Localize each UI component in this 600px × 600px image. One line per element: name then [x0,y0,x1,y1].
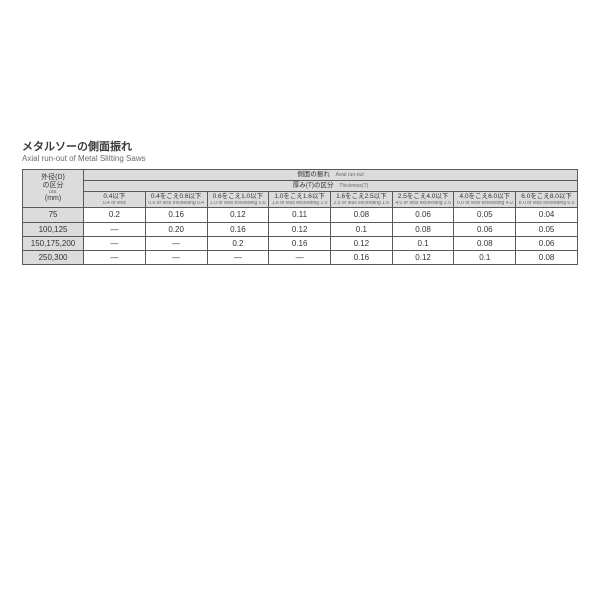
value-cell: 0.08 [516,250,578,264]
value-cell: 0.11 [269,208,331,222]
thickness-col: 1.6をこえ2.5以下2.5 or less exceeding 1.6 [330,191,392,208]
value-cell: — [145,236,207,250]
value-cell: 0.12 [330,236,392,250]
row-header-jp2: の区分 [43,182,64,189]
value-cell: 0.06 [392,208,454,222]
value-cell: 0.08 [330,208,392,222]
value-cell: — [84,250,146,264]
top-header-en: Axial run-out [336,172,364,178]
value-cell: — [269,250,331,264]
table-row: 250,300 — — — — 0.16 0.12 0.1 0.08 [23,250,578,264]
value-cell: 0.12 [207,208,269,222]
value-cell: — [84,236,146,250]
value-cell: 0.16 [207,222,269,236]
dia-cell: 100,125 [23,222,84,236]
table-body: 75 0.2 0.16 0.12 0.11 0.08 0.06 0.05 0.0… [23,208,578,265]
table-row: 150,175,200 — — 0.2 0.16 0.12 0.1 0.08 0… [23,236,578,250]
title-jp: メタルソーの側面振れ [22,140,578,154]
value-cell: 0.08 [454,236,516,250]
top-header-jp: 側面の振れ [297,171,330,178]
value-cell: 0.20 [145,222,207,236]
thickness-col: 2.5をこえ4.0以下4.0 or less exceeding 2.5 [392,191,454,208]
value-cell: 0.05 [454,208,516,222]
top-header: 側面の振れ Axial run-out [84,169,578,180]
row-header-unit: (mm) [45,195,61,202]
sub-header: 厚み(T)の区分 Thickness(T) [84,180,578,191]
row-header: 外径(D) の区分 Dia. (mm) [23,169,84,208]
thickness-header-row: 0.4以下0.4 or less 0.4をこえ0.6以下0.6 or less … [23,191,578,208]
value-cell: 0.1 [330,222,392,236]
value-cell: 0.06 [454,222,516,236]
value-cell: 0.16 [269,236,331,250]
value-cell: 0.1 [392,236,454,250]
runout-table: 外径(D) の区分 Dia. (mm) 側面の振れ Axial run-out … [22,169,578,265]
value-cell: 0.2 [84,208,146,222]
thickness-col: 1.0をこえ1.6以下1.6 or less exceeding 1.0 [269,191,331,208]
table-row: 75 0.2 0.16 0.12 0.11 0.08 0.06 0.05 0.0… [23,208,578,222]
sub-header-jp: 厚み(T)の区分 [293,182,334,189]
value-cell: 0.1 [454,250,516,264]
value-cell: 0.08 [392,222,454,236]
page: メタルソーの側面振れ Axial run-out of Metal Slitti… [0,0,600,265]
value-cell: 0.06 [516,236,578,250]
thickness-col: 6.0をこえ8.0以下8.0 or less exceeding 6.0 [516,191,578,208]
value-cell: 0.12 [269,222,331,236]
table-row: 100,125 — 0.20 0.16 0.12 0.1 0.08 0.06 0… [23,222,578,236]
value-cell: — [207,250,269,264]
title-en: Axial run-out of Metal Slitting Saws [22,154,578,164]
dia-cell: 75 [23,208,84,222]
thickness-col: 0.6をこえ1.0以下1.0 or less exceeding 0.6 [207,191,269,208]
value-cell: — [84,222,146,236]
dia-cell: 150,175,200 [23,236,84,250]
value-cell: 0.2 [207,236,269,250]
thickness-col: 0.4以下0.4 or less [84,191,146,208]
thickness-col: 4.0をこえ6.0以下6.0 or less exceeding 4.0 [454,191,516,208]
sub-header-en: Thickness(T) [339,183,368,189]
thickness-col: 0.4をこえ0.6以下0.6 or less exceeding 0.4 [145,191,207,208]
value-cell: 0.05 [516,222,578,236]
value-cell: 0.12 [392,250,454,264]
dia-cell: 250,300 [23,250,84,264]
row-header-jp1: 外径(D) [41,174,65,181]
value-cell: — [145,250,207,264]
value-cell: 0.16 [145,208,207,222]
value-cell: 0.04 [516,208,578,222]
value-cell: 0.16 [330,250,392,264]
